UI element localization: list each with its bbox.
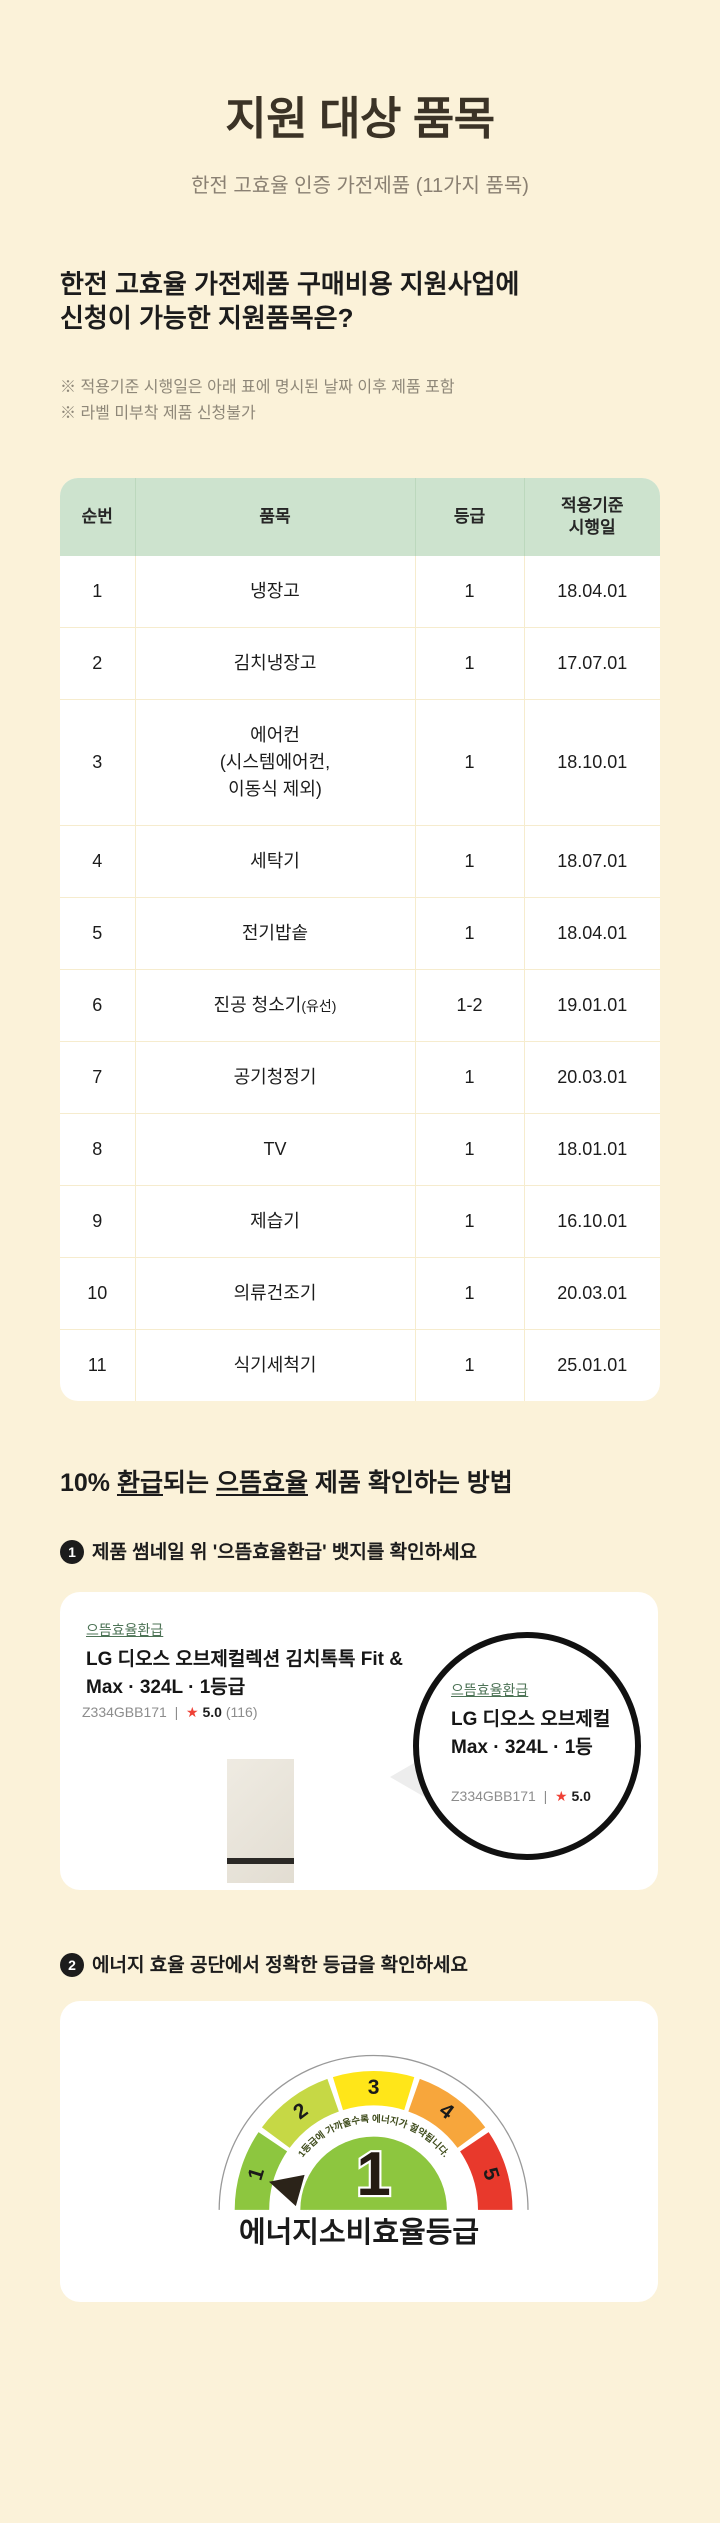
svg-text:1: 1 <box>356 2140 390 2209</box>
svg-text:3: 3 <box>368 2076 380 2099</box>
